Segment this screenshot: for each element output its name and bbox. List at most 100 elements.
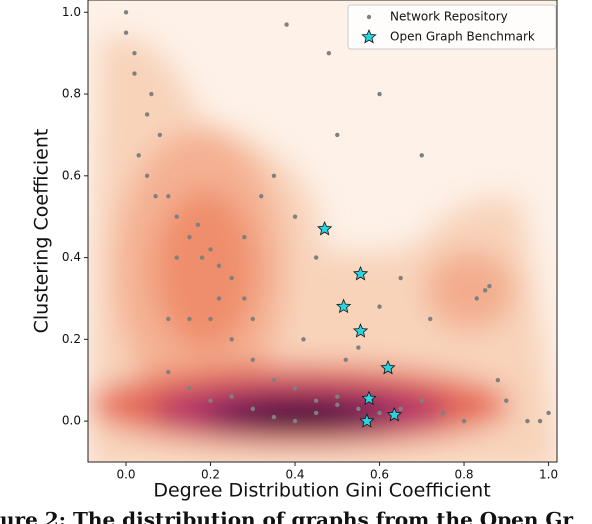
y-tick-label: 0.8	[62, 87, 81, 101]
point	[132, 71, 137, 76]
point	[474, 296, 479, 301]
x-tick-label: 0.8	[454, 468, 473, 482]
x-tick-label: 0.0	[116, 468, 135, 482]
point	[259, 194, 264, 199]
x-axis-label: Degree Distribution Gini Coefficient	[153, 480, 490, 502]
caption: ure 2: The distribution of graphs from t…	[0, 508, 573, 524]
point	[284, 22, 289, 27]
y-tick-label: 0.0	[62, 414, 81, 428]
y-tick-label: 0.2	[62, 332, 81, 346]
point	[174, 255, 179, 260]
point	[216, 296, 222, 301]
star-point	[359, 413, 375, 428]
legend-label: Network Repository	[390, 10, 508, 24]
point	[250, 316, 255, 322]
point	[419, 153, 424, 158]
star-point	[352, 265, 369, 281]
point	[335, 132, 340, 138]
point	[144, 173, 150, 179]
point	[136, 153, 141, 158]
point	[326, 50, 332, 56]
point	[482, 288, 488, 293]
point	[250, 406, 255, 412]
point	[123, 30, 129, 35]
x-tick-label: 0.4	[285, 468, 304, 482]
point	[461, 418, 467, 424]
point	[144, 112, 150, 117]
point	[187, 316, 192, 322]
point	[313, 255, 319, 260]
star-point	[317, 220, 333, 236]
y-tick-label: 0.6	[62, 168, 81, 182]
point	[440, 410, 446, 416]
point	[537, 418, 543, 424]
point	[229, 394, 234, 399]
point	[487, 283, 492, 289]
point	[229, 337, 234, 342]
point	[187, 234, 192, 240]
point	[313, 398, 319, 403]
point	[208, 398, 213, 403]
x-tick-label: 1.0	[539, 468, 558, 482]
point	[242, 234, 247, 240]
star-point	[386, 406, 402, 422]
point	[166, 369, 171, 375]
point	[398, 275, 403, 281]
point	[495, 378, 501, 383]
point	[242, 296, 247, 301]
point	[546, 410, 551, 416]
legend-label: Open Graph Benchmark	[390, 30, 535, 44]
point	[301, 337, 306, 342]
legend-box	[347, 4, 557, 50]
point	[229, 275, 234, 281]
point	[377, 91, 382, 97]
point	[292, 386, 298, 391]
point	[419, 398, 424, 403]
point	[377, 410, 382, 416]
point	[216, 263, 222, 268]
x-tick-label: 0.2	[201, 468, 220, 482]
point	[132, 50, 137, 56]
x-tick-label: 0.6	[370, 468, 389, 482]
point	[356, 345, 361, 350]
point	[377, 304, 382, 309]
point	[356, 406, 361, 412]
y-tick-label: 1.0	[62, 5, 81, 19]
point	[271, 378, 277, 383]
point	[199, 255, 205, 260]
point	[398, 406, 403, 412]
point	[271, 414, 277, 420]
point	[335, 394, 340, 399]
point	[123, 10, 129, 15]
point	[153, 194, 158, 199]
point	[271, 173, 277, 179]
star-point	[352, 323, 369, 338]
point	[250, 357, 255, 362]
point	[292, 418, 298, 424]
star-point	[361, 390, 377, 406]
star-point	[380, 359, 396, 375]
point	[366, 14, 372, 20]
density	[88, 0, 557, 462]
y-axis-label: Clustering Coefficient	[31, 129, 53, 334]
point	[335, 402, 340, 407]
point	[157, 132, 163, 138]
point	[149, 91, 154, 97]
point	[166, 316, 171, 322]
point	[166, 194, 171, 199]
point	[525, 418, 530, 424]
plot-frame	[87, 0, 558, 463]
point	[208, 247, 213, 252]
star-point	[336, 298, 352, 314]
point	[208, 316, 213, 322]
point	[195, 222, 201, 228]
point	[313, 410, 319, 416]
point	[428, 316, 433, 322]
point	[504, 398, 509, 403]
y-tick-label: 0.4	[62, 250, 81, 264]
point	[292, 214, 298, 219]
point	[174, 214, 179, 219]
point	[187, 386, 192, 391]
point	[343, 357, 348, 362]
